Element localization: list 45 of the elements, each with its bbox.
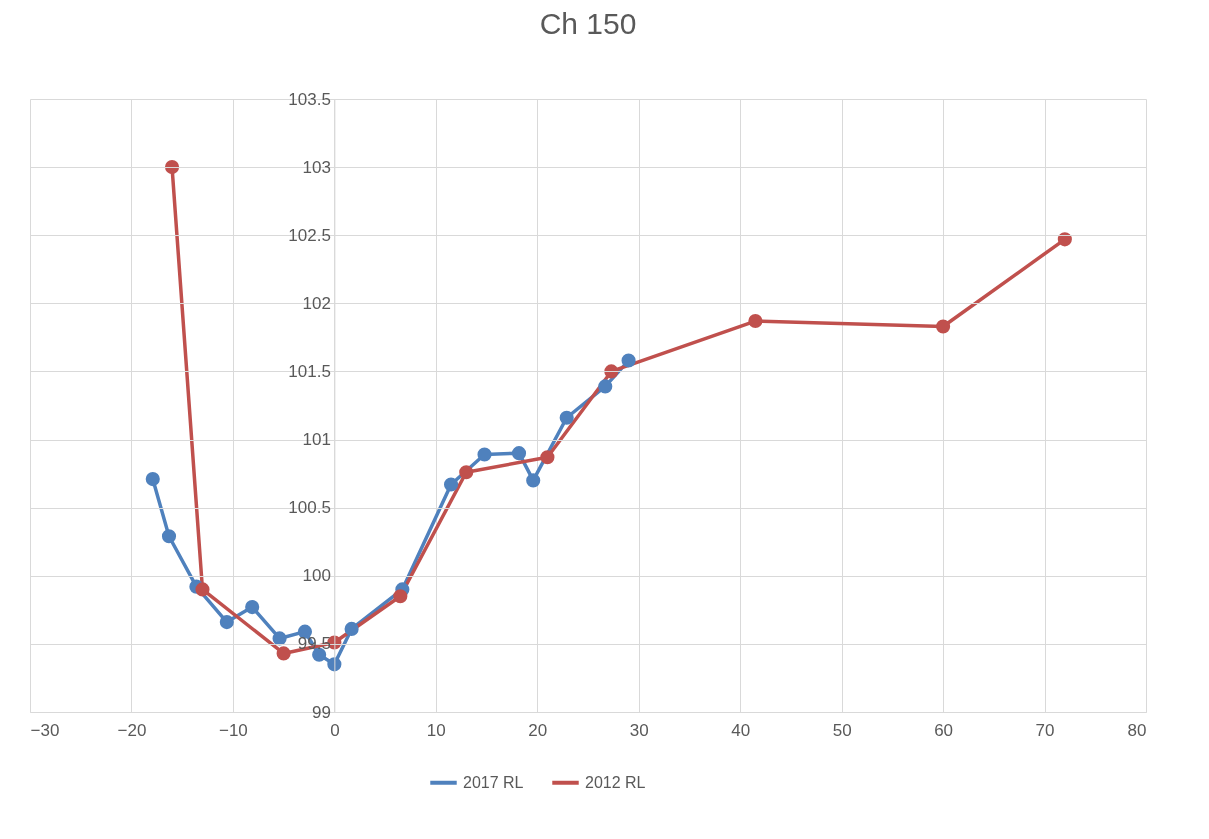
y-tick-label: 101.5 — [288, 361, 331, 381]
x-tick-label: −30 — [30, 720, 60, 740]
x-tick-label: −20 — [117, 720, 147, 740]
x-tick-label: 0 — [330, 720, 340, 740]
point — [276, 646, 291, 661]
point — [393, 589, 408, 604]
y-tick-label: 103 — [302, 157, 331, 177]
chart-title: Ch 150 — [539, 7, 637, 40]
x-tick-label: 30 — [629, 720, 649, 740]
point — [526, 473, 541, 488]
point — [219, 615, 234, 630]
y-tick-label: 102.5 — [288, 225, 331, 245]
point — [540, 450, 555, 465]
point — [598, 379, 613, 394]
point — [511, 446, 527, 461]
point — [272, 631, 287, 646]
x-tick-label: 10 — [426, 720, 446, 740]
x-tick-label: 40 — [731, 720, 751, 740]
point — [245, 600, 260, 615]
x-tick-label: 60 — [934, 720, 954, 740]
point — [145, 472, 160, 487]
x-tick-label: −10 — [218, 720, 248, 740]
legend-label: 2017 RL — [463, 773, 524, 791]
point — [621, 353, 636, 368]
point — [1057, 232, 1072, 247]
x-tick-label: 50 — [832, 720, 852, 740]
y-tick-label: 100 — [302, 566, 331, 586]
y-tick-label: 103.5 — [288, 89, 331, 109]
y-tick-label: 101 — [302, 430, 331, 450]
y-tick-label: 100.5 — [288, 498, 331, 518]
x-tick-label: 20 — [528, 720, 548, 740]
point — [559, 410, 574, 425]
point — [443, 477, 459, 492]
point — [161, 529, 177, 544]
point — [344, 621, 359, 636]
point — [748, 313, 763, 329]
y-tick-label: 99 — [311, 702, 331, 722]
legend-label: 2012 RL — [585, 773, 646, 791]
point — [936, 319, 951, 334]
x-tick-label: 70 — [1035, 720, 1055, 740]
x-tick-label: 80 — [1127, 720, 1147, 740]
point — [459, 465, 474, 480]
y-tick-label: 102 — [302, 293, 331, 313]
point — [195, 582, 210, 597]
point — [477, 447, 492, 462]
